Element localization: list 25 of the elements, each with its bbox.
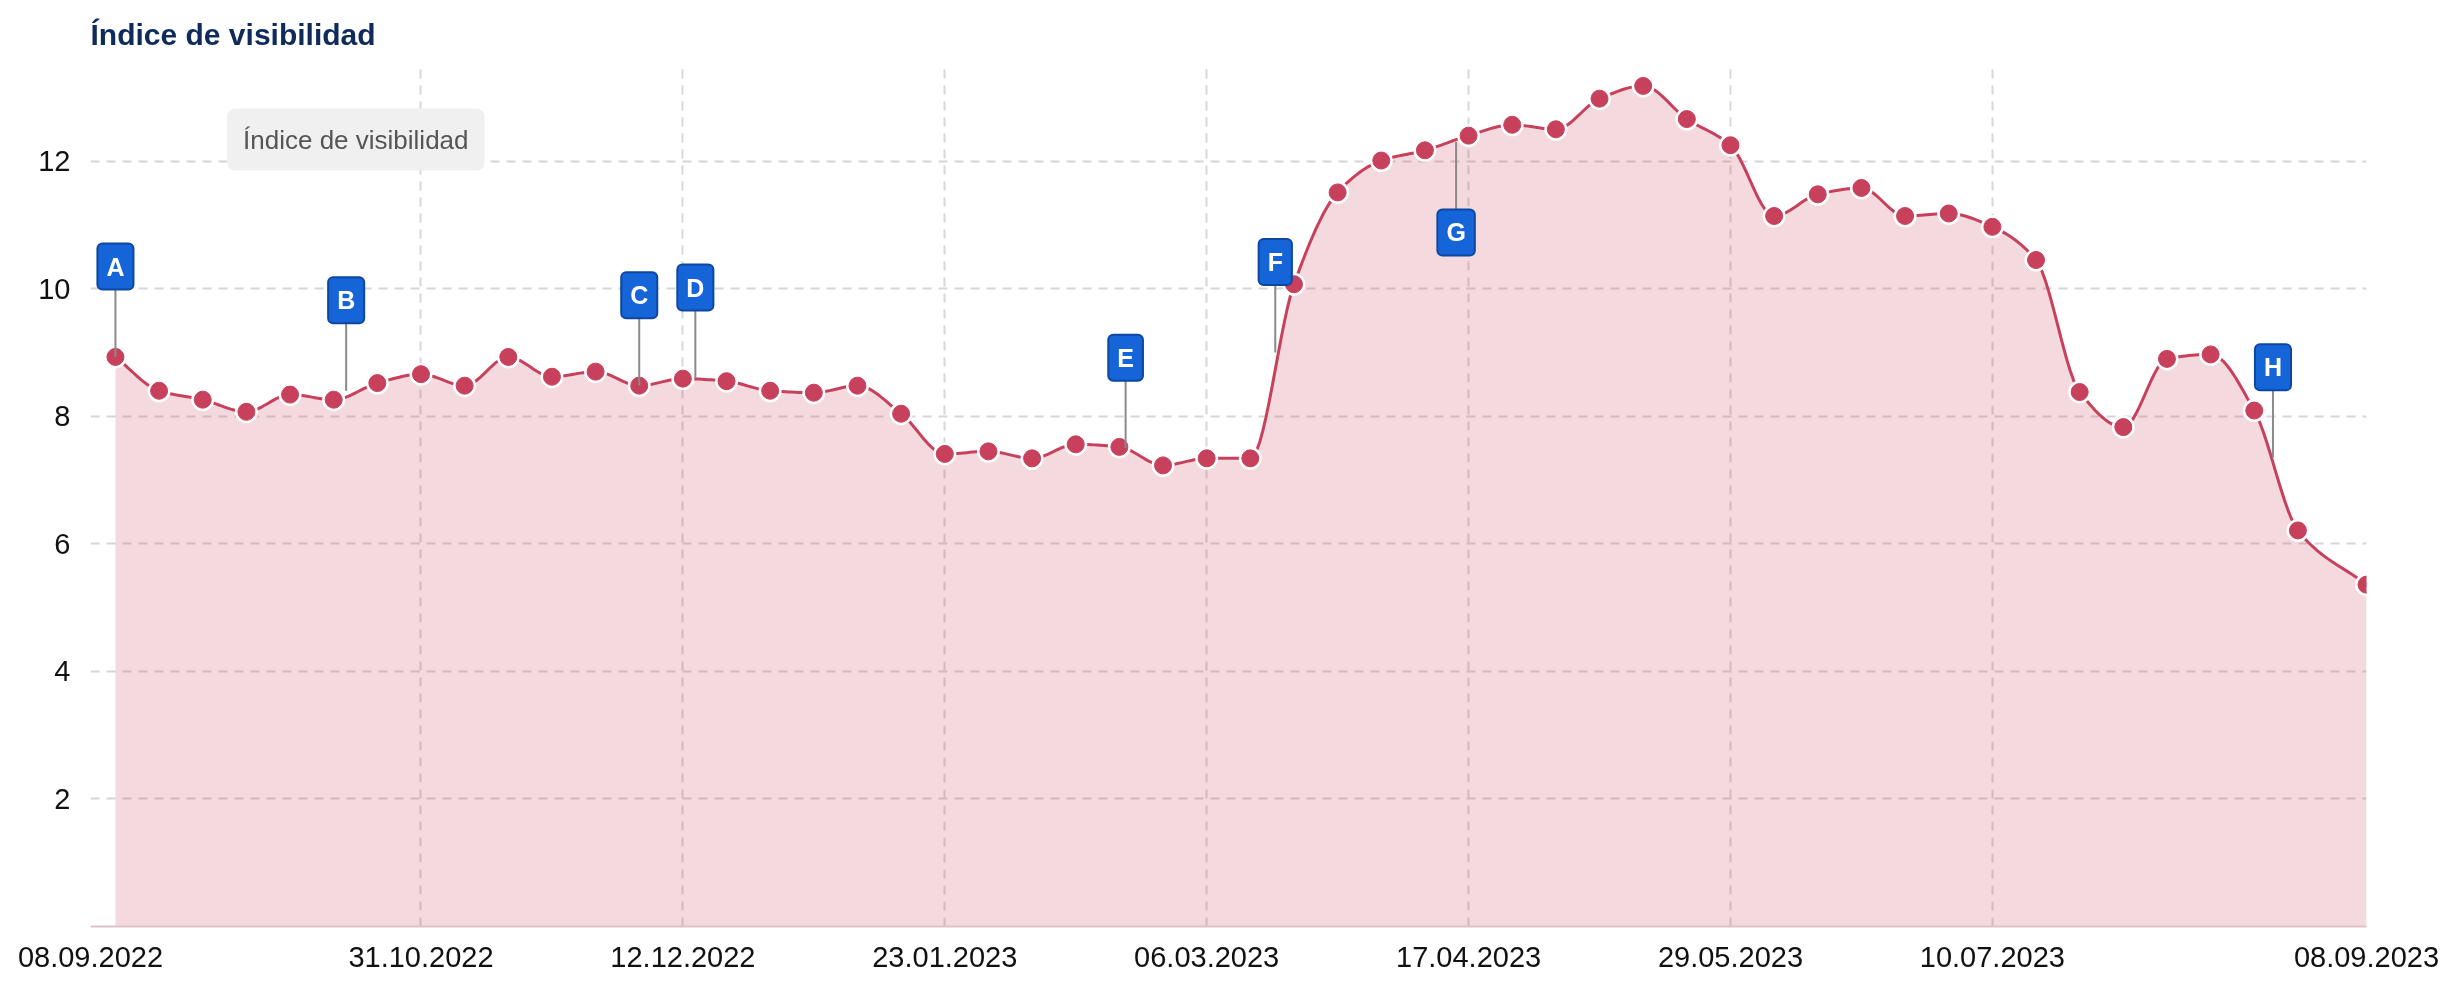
annotation: H: [2263, 353, 2282, 382]
annotation: A: [106, 252, 125, 281]
annotation: C: [630, 281, 649, 310]
annotation: F: [1267, 248, 1283, 277]
y-tick-label: 10: [38, 272, 71, 305]
x-tick-label: 10.07.2023: [1919, 940, 2065, 973]
x-tick-label: 06.03.2023: [1134, 940, 1280, 973]
y-tick-label: 4: [54, 655, 71, 688]
x-tick-label: 29.05.2023: [1657, 940, 1804, 973]
x-tick-label: 08.09.2023: [2293, 940, 2440, 973]
annotation: Índice de visibilidad: [243, 124, 469, 155]
annotation: B: [337, 286, 356, 315]
y-tick-label: 2: [54, 782, 71, 815]
y-tick-label: 6: [54, 527, 71, 560]
x-tick-label: 23.01.2023: [872, 940, 1018, 973]
chart-title: Índice de visibilidad: [90, 17, 376, 51]
x-tick-label: 17.04.2023: [1396, 940, 1542, 973]
annotation: D: [686, 273, 705, 302]
x-tick-label: 12.12.2022: [610, 940, 756, 973]
annotation: G: [1446, 218, 1466, 247]
x-tick-label: 08.09.2022: [17, 940, 164, 973]
x-tick-label: 31.10.2022: [348, 940, 494, 973]
annotation: E: [1117, 343, 1134, 372]
y-tick-label: 12: [38, 145, 71, 178]
y-tick-label: 8: [54, 400, 71, 433]
